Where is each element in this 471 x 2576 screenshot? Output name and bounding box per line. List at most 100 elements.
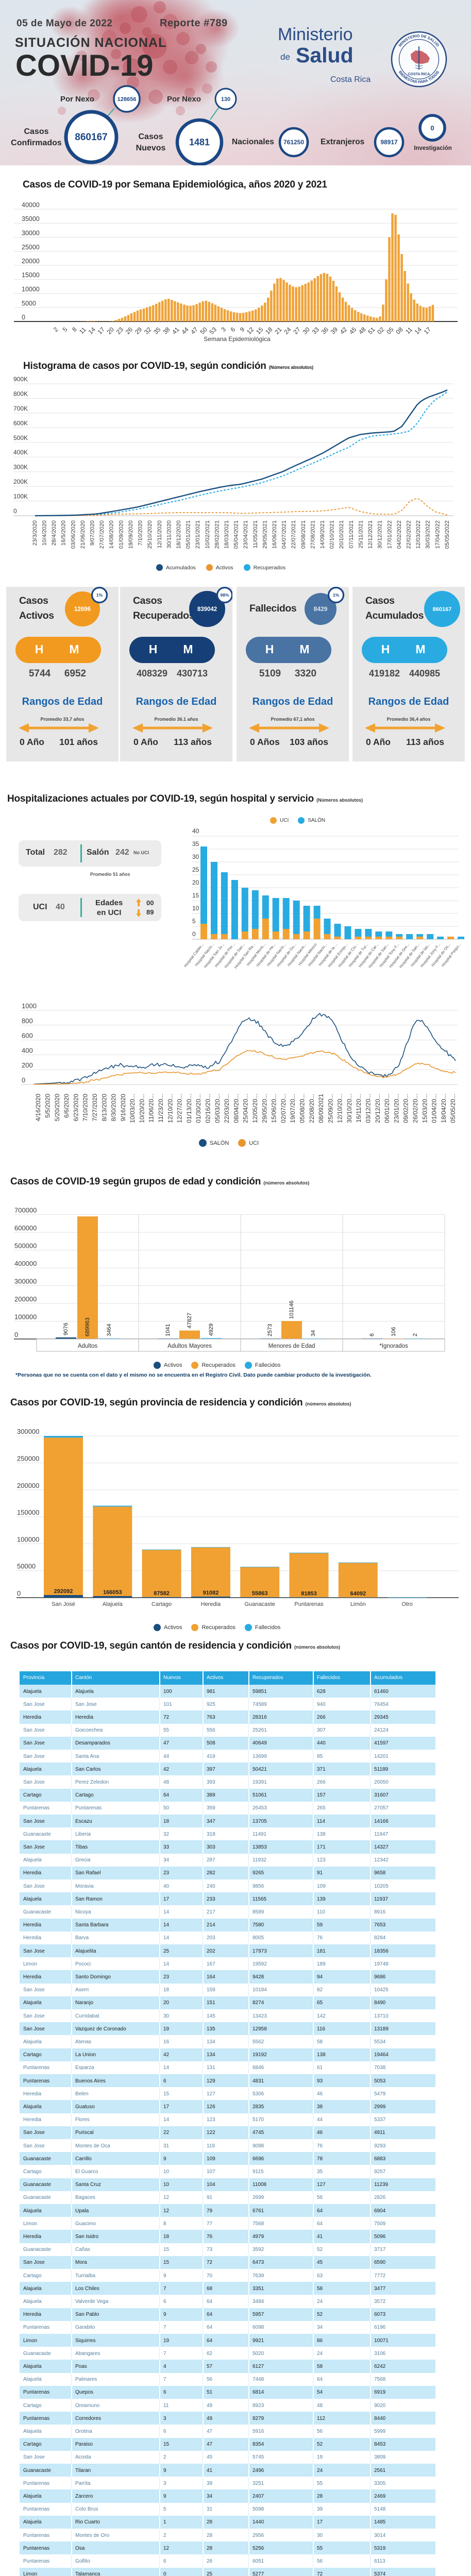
svg-text:300000: 300000 [17,1428,39,1435]
svg-text:10/4/2020: 10/4/2020 [42,520,48,546]
svg-text:50000: 50000 [17,1563,36,1570]
svg-text:Adultos Mayores: Adultos Mayores [167,1343,212,1349]
svg-text:25/10/2020: 25/10/2020 [147,520,153,549]
svg-text:9076: 9076 [63,1323,69,1335]
svg-text:16/06/2021: 16/06/2021 [272,520,278,549]
svg-text:5/5/2020: 5/5/2020 [44,1094,51,1118]
svg-text:18/12/2020: 18/12/2020 [176,520,182,549]
svg-text:0: 0 [192,930,196,938]
svg-text:250000: 250000 [17,1455,39,1463]
svg-text:25: 25 [192,866,199,873]
svg-text:23/01/2021: 23/01/2021 [195,520,201,549]
svg-text:800: 800 [22,1017,33,1025]
svg-text:34: 34 [310,1330,316,1336]
svg-text:11/06/20...: 11/06/20... [148,1094,155,1123]
svg-text:Semana Epidemiológica: Semana Epidemiológica [204,335,271,343]
svg-text:27: 27 [292,326,302,336]
svg-text:860167: 860167 [433,606,452,613]
svg-text:06/01/20...: 06/01/20... [383,1094,391,1123]
svg-text:28/02/2021: 28/02/2021 [214,520,220,549]
svg-text:1041: 1041 [165,1324,171,1336]
svg-text:1%: 1% [333,592,340,598]
svg-text:Histograma de casos por COVID-: Histograma de casos por COVID-19, según … [23,361,313,371]
svg-text:02/10/2021: 02/10/2021 [329,520,335,549]
svg-text:500K: 500K [13,434,28,442]
svg-text:01/09/2020: 01/09/2020 [118,520,124,549]
svg-text:41: 41 [171,326,181,336]
svg-text:32: 32 [143,326,153,336]
svg-text:26/02/20...: 26/02/20... [412,1094,419,1123]
svg-text:20: 20 [192,879,199,886]
svg-text:12/05/20...: 12/05/20... [251,1094,259,1123]
svg-text:47: 47 [189,326,199,336]
svg-text:6/6/2020: 6/6/2020 [63,1094,70,1118]
svg-text:1481: 1481 [189,137,210,147]
svg-text:7/10/2020: 7/10/2020 [82,1094,89,1122]
svg-text:12/10/20...: 12/10/20... [166,1094,174,1123]
svg-text:29/05/20...: 29/05/20... [261,1094,268,1123]
svg-text:44: 44 [180,326,190,336]
svg-text:02/16/20...: 02/16/20... [204,1094,211,1123]
svg-text:15000: 15000 [22,272,40,279]
svg-text:30: 30 [301,326,311,336]
svg-text:36: 36 [320,326,330,336]
svg-text:98%: 98% [220,592,229,598]
svg-text:98917: 98917 [380,139,398,146]
svg-text:07/11/2021: 07/11/2021 [348,520,355,548]
svg-text:100K: 100K [13,493,28,500]
svg-text:17/04/2022: 17/04/2022 [434,520,441,549]
svg-text:64092: 64092 [350,1591,366,1597]
svg-text:3464: 3464 [106,1324,112,1336]
svg-text:05/05/20...: 05/05/20... [449,1094,457,1123]
svg-text:01/30/20...: 01/30/20... [195,1094,202,1123]
svg-text:10/02/2021: 10/02/2021 [205,520,211,549]
svg-text:200K: 200K [13,478,28,485]
svg-text:Casos de COVID-19 por Semana E: Casos de COVID-19 por Semana Epidemiológ… [23,179,327,190]
svg-text:09/08/2021: 09/08/2021 [300,520,307,549]
svg-text:600000: 600000 [14,1224,37,1232]
svg-text:0: 0 [22,1076,25,1084]
svg-text:9/07/2020: 9/07/2020 [90,520,96,546]
svg-text:42: 42 [339,326,349,336]
svg-text:30/10/20...: 30/10/20... [346,1094,353,1123]
svg-text:761250: 761250 [283,139,304,146]
svg-text:200000: 200000 [17,1482,39,1489]
svg-text:Otro: Otro [401,1601,412,1607]
svg-text:20/12/20...: 20/12/20... [374,1094,381,1123]
svg-text:14/09/2021: 14/09/2021 [319,520,326,549]
svg-text:22/08/20...: 22/08/20... [308,1094,315,1123]
svg-text:9/16/2020: 9/16/2020 [120,1094,127,1122]
svg-text:700K: 700K [13,405,28,412]
svg-text:08: 08 [394,326,405,336]
svg-text:*Ignorados: *Ignorados [379,1343,408,1349]
svg-text:20/10/2021: 20/10/2021 [339,520,345,549]
svg-text:53: 53 [208,326,218,336]
svg-text:50: 50 [198,326,209,336]
svg-text:28/4/2020: 28/4/2020 [51,520,57,546]
svg-text:10000: 10000 [22,286,40,293]
svg-text:12/10/20...: 12/10/20... [337,1094,344,1123]
svg-text:2: 2 [412,1333,418,1336]
svg-text:05/04/2021: 05/04/2021 [233,520,240,549]
svg-text:35: 35 [192,840,199,848]
svg-text:02: 02 [376,326,386,336]
svg-text:1000: 1000 [22,1002,37,1010]
svg-text:400000: 400000 [14,1260,37,1267]
svg-text:200: 200 [22,1061,33,1069]
svg-text:12/27/20...: 12/27/20... [176,1094,183,1123]
svg-text:11: 11 [404,326,414,335]
svg-text:25000: 25000 [22,244,40,251]
svg-text:05: 05 [385,326,395,336]
svg-text:8/13/2020: 8/13/2020 [100,1094,108,1122]
svg-text:25/09/20...: 25/09/20... [327,1094,334,1123]
svg-text:689963: 689963 [85,1317,91,1336]
svg-text:600K: 600K [13,419,28,427]
svg-text:22/02/2022: 22/02/2022 [406,520,412,549]
svg-text:8/30/2020: 8/30/2020 [110,1094,117,1122]
svg-text:16/11/20...: 16/11/20... [355,1094,362,1123]
svg-text:7/27/2020: 7/27/2020 [91,1094,98,1122]
svg-text:11/23/20...: 11/23/20... [157,1094,164,1123]
svg-text:05/03/20...: 05/03/20... [214,1094,221,1123]
svg-text:San José: San José [52,1601,75,1607]
svg-text:23/01/20...: 23/01/20... [393,1094,400,1123]
